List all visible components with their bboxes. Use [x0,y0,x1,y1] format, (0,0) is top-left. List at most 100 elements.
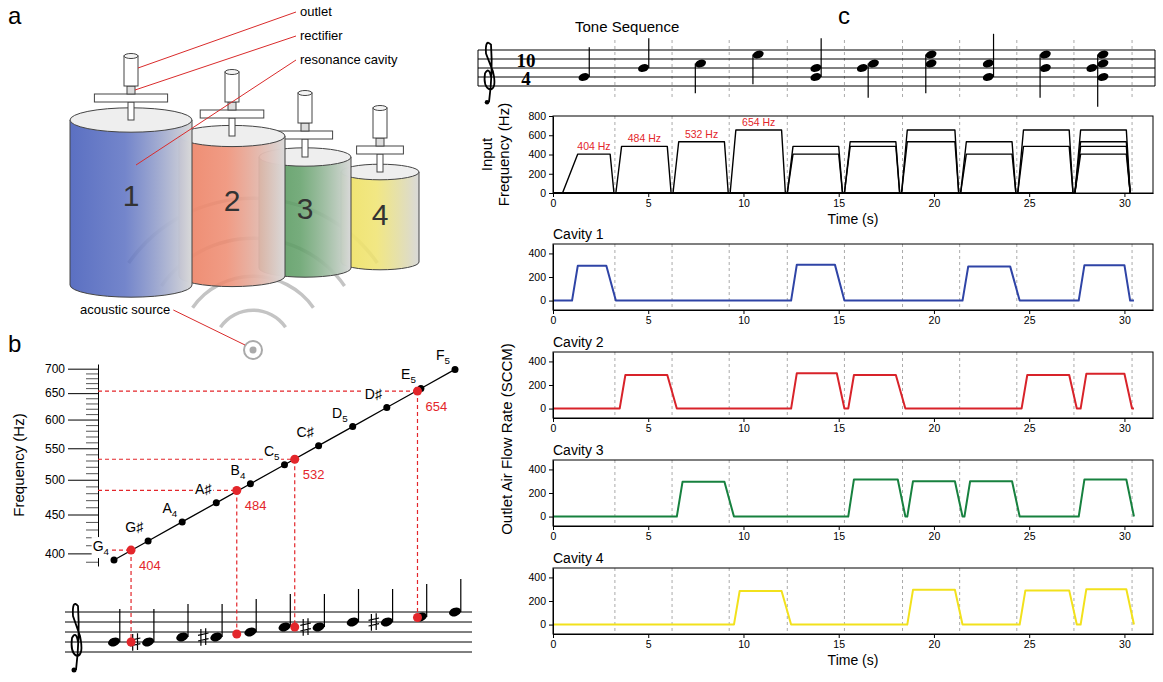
tick: 0 [540,618,553,630]
tick-label: 15 [833,197,845,209]
x-axis: 051015202530 [551,310,1154,326]
boundary-line [1016,40,1017,98]
tick-label: 30 [1119,638,1131,650]
series-line [553,142,1130,193]
note-head [414,611,429,623]
panel-letter: a [8,2,22,29]
clef-dot [485,100,490,105]
tick-mark [839,634,840,638]
rectifier [301,123,309,131]
minor-tick [86,436,98,437]
point [232,486,241,495]
label-main: F [436,347,445,363]
plot: 0510152025300200400Cavity 3 [528,442,1153,542]
tick-label: 20 [929,530,941,542]
label-patch [424,398,448,415]
tick-mark [839,193,840,197]
tick-mark [1124,418,1125,422]
callout-label: outlet [300,4,332,19]
tick: 20 [929,193,941,209]
staff-point [127,638,136,647]
note-stem [392,589,393,622]
minor-tick-mark [86,461,98,462]
note-head [175,631,190,643]
note-head [1085,63,1098,74]
label-patch [400,365,417,386]
y-minor-axis [86,374,98,562]
note-stem [752,55,753,85]
note-head [448,606,463,618]
boundary-line [1132,116,1133,193]
axis-title: Outlet Air Flow Rate (SCCM) [498,343,515,535]
tick: 30 [1119,310,1131,326]
note-label: A4 [161,499,178,520]
label-patch [161,499,178,520]
plot: 0510152025300200400Cavity 1 [528,226,1153,326]
callout-line [135,36,296,90]
tick-label: 30 [1119,422,1131,434]
tick-mark [839,310,840,314]
point-label: A♯ [195,481,212,497]
tick-label: 25 [1024,530,1036,542]
boundary-line [729,116,730,193]
minor-tick [86,414,98,415]
tick-mark [549,277,553,278]
note-stem [821,38,822,77]
label-main: C♯ [296,424,314,440]
tick: 30 [1119,526,1131,542]
guide-line [417,391,418,617]
tick-mark [553,526,554,530]
tick: 5 [646,193,652,209]
note-head [925,58,938,69]
minor-tick [86,486,98,487]
annotation: 654 Hz [742,116,775,128]
plot-frame [553,568,1153,634]
plot-title: Cavity 1 [553,226,604,242]
tick-mark [549,625,553,626]
minor-tick-mark [86,409,98,410]
boundary-line [1132,460,1133,526]
tick: 0 [551,418,557,434]
tick-label: 20 [929,422,941,434]
tick-mark [648,526,649,530]
minor-tick [86,467,98,468]
sound-wave [219,309,287,329]
cross-tube [357,146,404,154]
tick-label: 400 [528,247,546,259]
y-axis: 0200400 [528,245,553,311]
note-head [345,616,360,628]
y-axis: 0200400 [528,569,553,635]
staff-line [65,632,472,633]
tick-mark [743,193,744,197]
staff-line [478,50,1155,51]
label-sub: 5 [445,355,451,366]
axis-line [98,365,99,567]
rectifier [127,86,135,94]
series-line [553,373,1134,408]
point [213,499,220,506]
tick-label: 400 [528,355,546,367]
point [315,442,322,449]
tick-mark [743,310,744,314]
note-label: D♯ [364,385,384,403]
tick-mark [549,253,553,254]
tick-label: 0 [540,402,546,414]
label-sub: 5 [342,413,348,424]
tick-label: 200 [528,487,546,499]
point-label: B4 [231,462,246,481]
tick-mark [68,393,98,394]
boundary-line [729,40,730,98]
tick-mark [648,634,649,638]
panel-b: b400450500550600650700Frequency (Hz)G4G♯… [8,330,472,673]
tick-label: 15 [833,638,845,650]
minor-tick [86,507,98,508]
minor-tick-mark [86,522,98,523]
data-label: 484 [244,497,268,514]
tick-label: 400 [45,547,65,561]
minor-tick-mark [86,562,98,563]
point-label: D♯ [365,386,383,402]
x-axis: 051015202530 [551,634,1154,650]
minor-tick-mark [86,507,98,508]
note-head [1039,49,1052,60]
tick: 650 [45,386,98,400]
